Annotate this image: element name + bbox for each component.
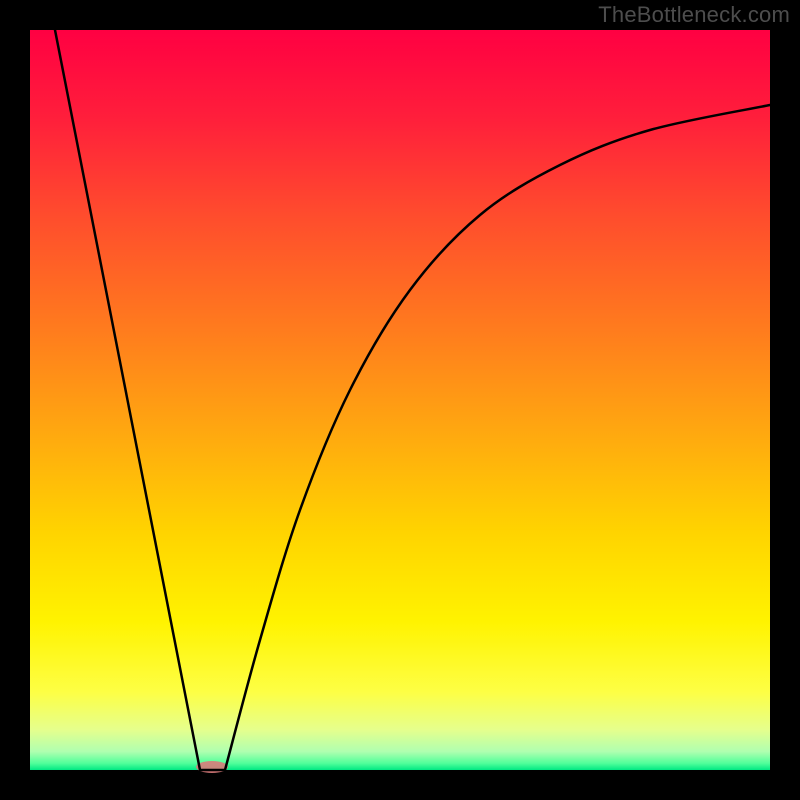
- watermark-text: TheBottleneck.com: [598, 2, 790, 28]
- chart-container: TheBottleneck.com: [0, 0, 800, 800]
- bottleneck-curve-chart: [0, 0, 800, 800]
- plot-area: [30, 30, 770, 770]
